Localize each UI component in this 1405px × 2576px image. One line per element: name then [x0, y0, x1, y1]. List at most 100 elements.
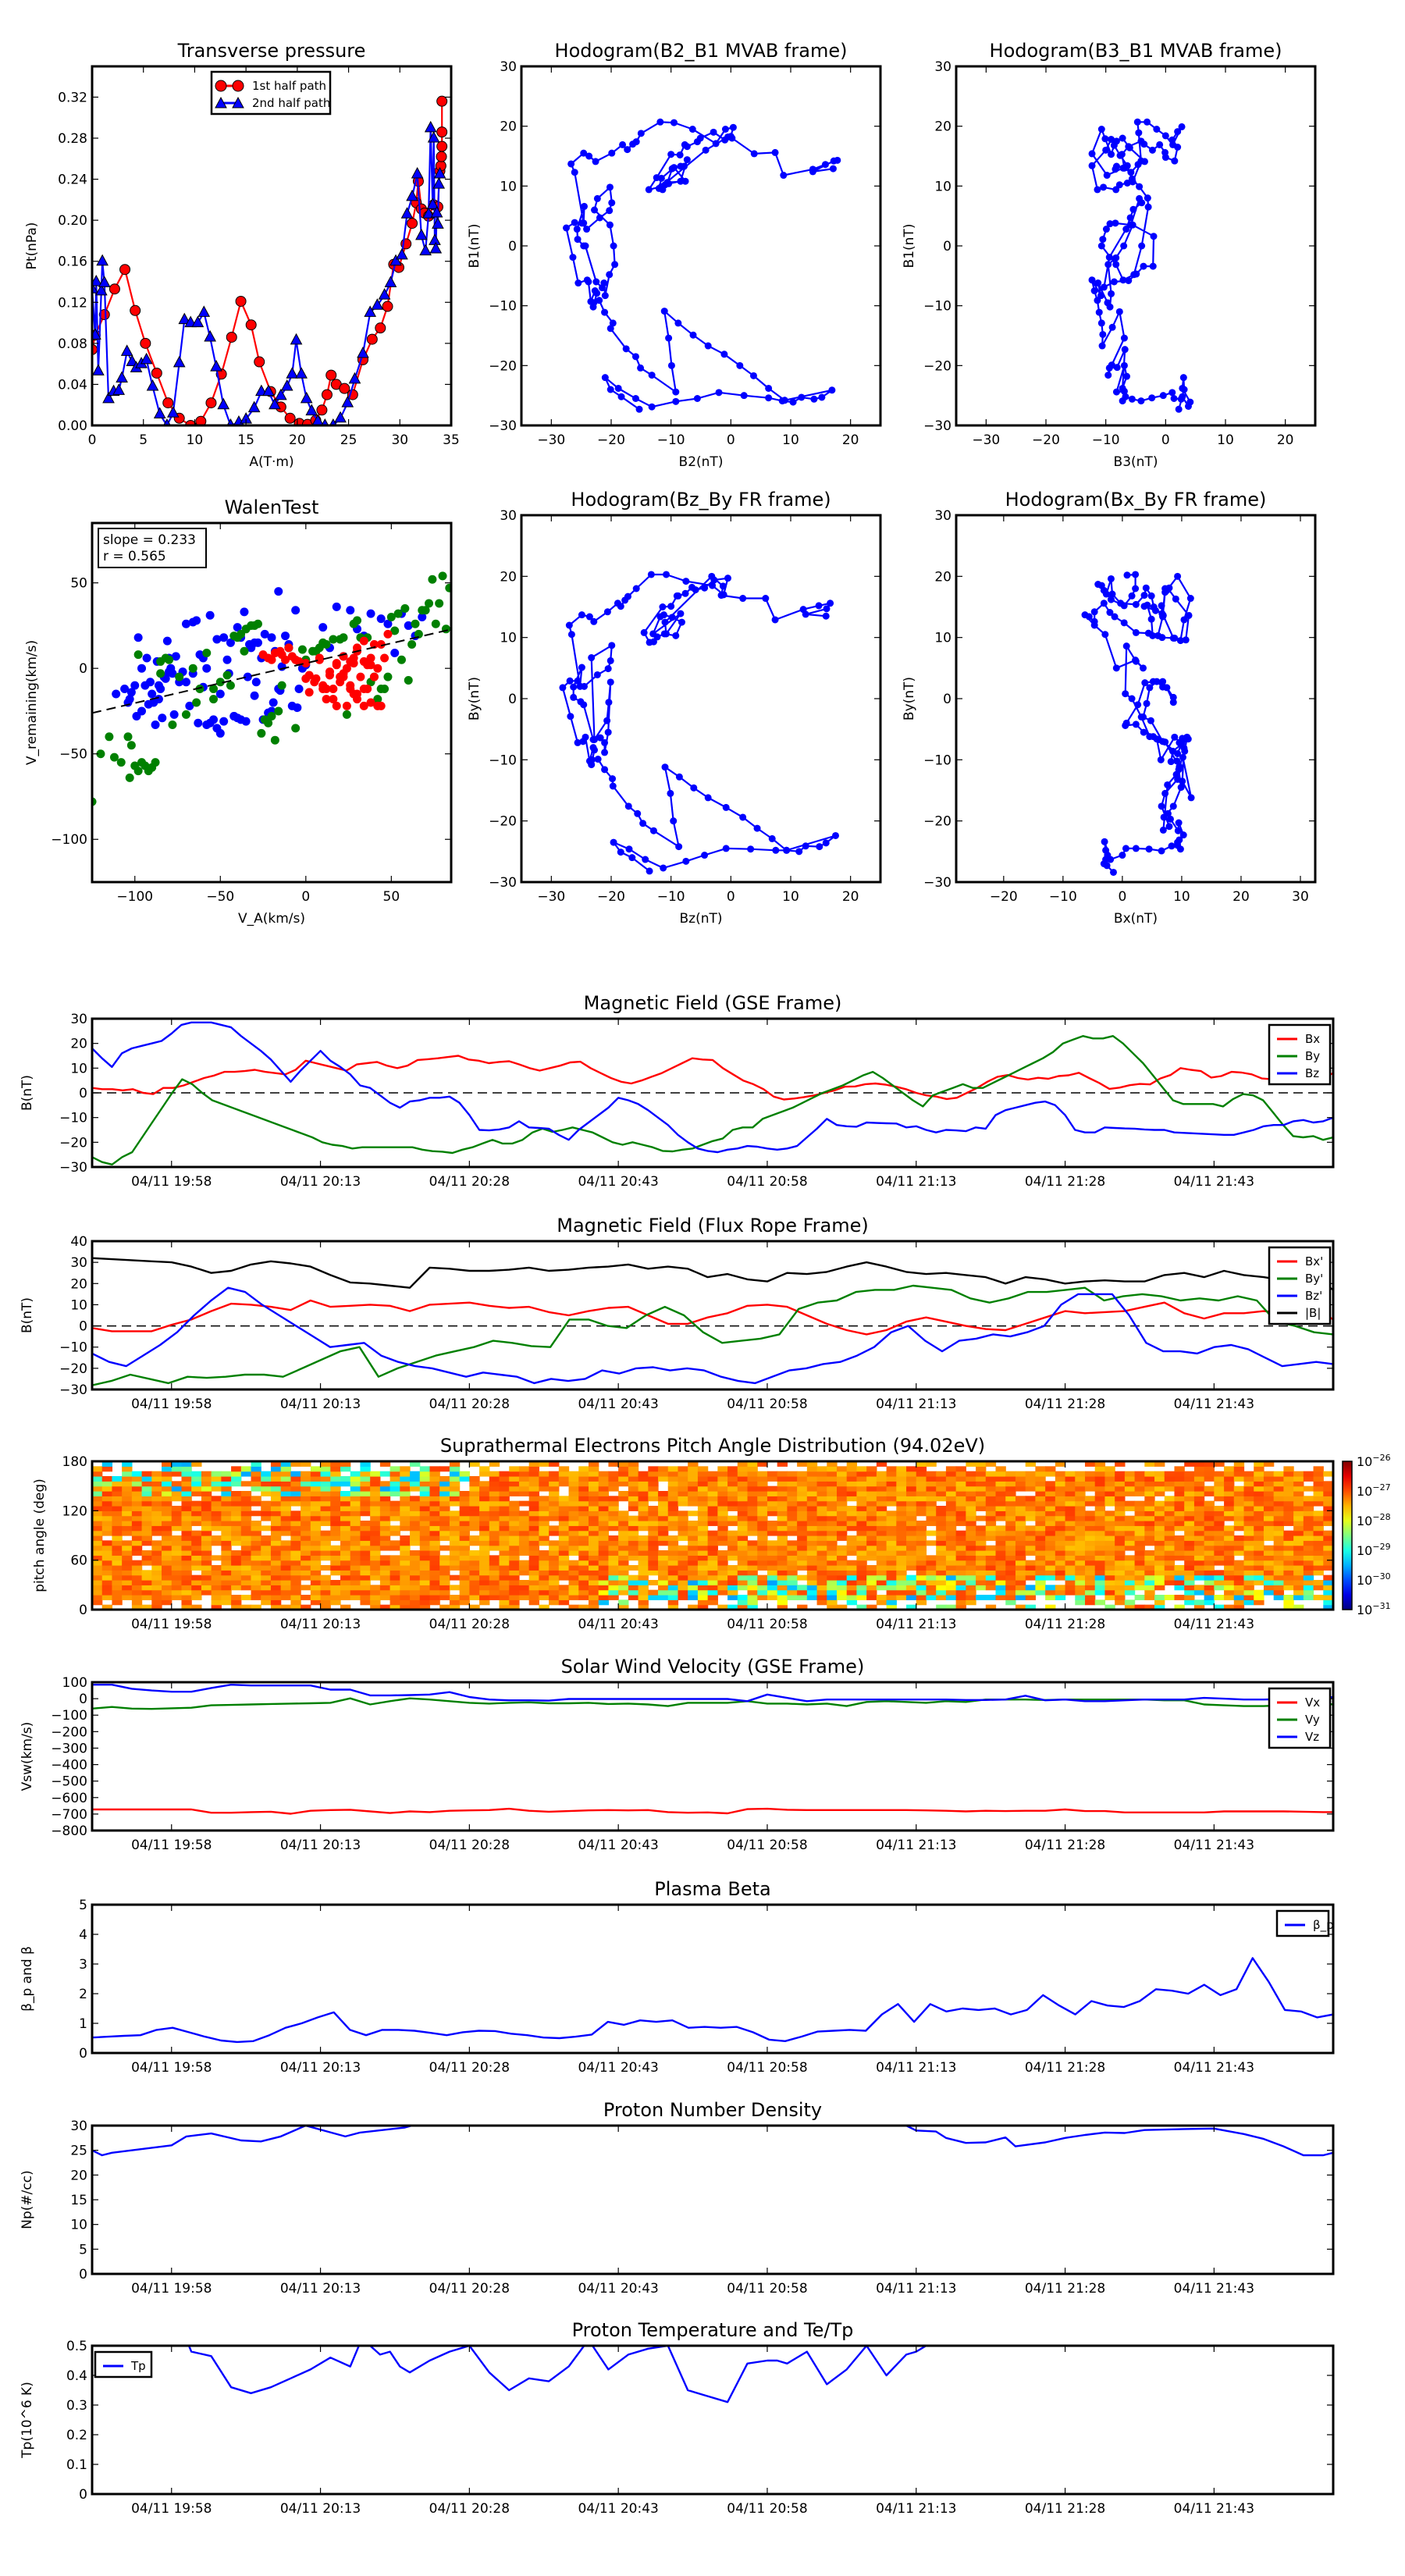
data-point [1097, 242, 1105, 250]
heatmap-cell [439, 1506, 450, 1511]
heatmap-cell [777, 1545, 788, 1551]
heatmap-cell [1025, 1550, 1036, 1556]
legend: β_p [1275, 1909, 1334, 1937]
heatmap-cell [658, 1506, 669, 1511]
data-point [116, 371, 128, 383]
heatmap-cell [787, 1496, 798, 1502]
heatmap-cell [1174, 1550, 1185, 1556]
heatmap-cell [1224, 1466, 1235, 1472]
heatmap-cell [122, 1521, 133, 1526]
heatmap-cell [151, 1496, 162, 1502]
data-point [670, 119, 678, 126]
heatmap-cell [667, 1510, 679, 1517]
heatmap-cell [439, 1560, 450, 1566]
heatmap-cell [1263, 1461, 1275, 1467]
heatmap-cell [1263, 1510, 1275, 1517]
data-point [140, 352, 153, 365]
y-tick-label: 10 [70, 1297, 87, 1313]
heatmap-cell [976, 1580, 987, 1585]
series-vx-line [92, 1807, 1333, 1815]
heatmap-cell [846, 1485, 858, 1492]
data-point [655, 184, 663, 192]
heatmap-cell [1283, 1580, 1294, 1585]
data-point [1115, 181, 1123, 189]
heatmap-cell [370, 1496, 381, 1502]
heatmap-cell [876, 1599, 887, 1606]
heatmap-cell [1323, 1555, 1333, 1561]
heatmap-cell [767, 1525, 778, 1532]
heatmap-cell [320, 1481, 331, 1487]
heatmap-cell [171, 1545, 183, 1551]
heatmap-cell [1204, 1545, 1215, 1551]
heatmap-cell [837, 1525, 848, 1532]
heatmap-cell [1214, 1595, 1225, 1600]
heatmap-cell [280, 1580, 291, 1585]
y-tick-label: 20 [500, 569, 517, 585]
heatmap-cell [727, 1491, 738, 1496]
heatmap-cell [350, 1555, 361, 1561]
heatmap-cell [936, 1580, 947, 1585]
heatmap-cell [1115, 1565, 1126, 1571]
heatmap-cell [658, 1580, 669, 1585]
heatmap-cell [1015, 1485, 1026, 1492]
heatmap-cell [678, 1491, 688, 1496]
heatmap-cell [797, 1500, 808, 1507]
heatmap-cell [1254, 1461, 1264, 1467]
scatter-point [237, 715, 246, 724]
heatmap-cell [1005, 1555, 1016, 1561]
heatmap-cell [1065, 1550, 1076, 1556]
heatmap-cell [389, 1565, 400, 1571]
axes-frame [91, 1460, 1335, 1611]
heatmap-cell [1144, 1535, 1155, 1541]
heatmap-cell [310, 1525, 322, 1532]
heatmap-cell [439, 1466, 450, 1472]
heatmap-cell [846, 1471, 858, 1477]
heatmap-cell [856, 1481, 867, 1487]
heatmap-cell [211, 1510, 222, 1517]
heatmap-cell [1273, 1540, 1284, 1546]
heatmap-cell [310, 1560, 322, 1566]
heatmap-cell [906, 1604, 917, 1610]
heatmap-cell [499, 1589, 510, 1596]
heatmap-cell [827, 1471, 838, 1477]
heatmap-cell [876, 1565, 887, 1571]
heatmap-cell [211, 1580, 222, 1585]
heatmap-cell [1283, 1555, 1294, 1561]
data-point [657, 174, 665, 182]
heatmap-cell [985, 1535, 997, 1541]
heatmap-cell [608, 1560, 619, 1566]
heatmap-cell [379, 1471, 391, 1477]
heatmap-cell [816, 1565, 827, 1571]
heatmap-cell [449, 1491, 461, 1496]
heatmap-cell [1115, 1545, 1126, 1551]
data-point [1137, 157, 1145, 165]
heatmap-cell [549, 1560, 560, 1566]
heatmap-cell [985, 1580, 997, 1585]
heatmap-cell [1184, 1481, 1195, 1487]
heatmap-cell [1313, 1491, 1324, 1496]
heatmap-cell [270, 1604, 282, 1610]
heatmap-cell [489, 1506, 500, 1511]
heatmap-cell [389, 1555, 400, 1561]
heatmap-cell [1104, 1555, 1115, 1561]
heatmap-cell [866, 1604, 877, 1610]
data-point [677, 162, 685, 170]
heatmap-cell [1035, 1589, 1046, 1596]
heatmap-cell [1283, 1565, 1294, 1571]
heatmap-cell [1094, 1476, 1106, 1482]
y-tick-label: 10 [500, 631, 517, 646]
heatmap-cell [747, 1471, 758, 1477]
heatmap-cell [1174, 1525, 1185, 1532]
heatmap-cell [1134, 1521, 1145, 1526]
heatmap-cell [400, 1604, 411, 1610]
heatmap-cell [827, 1521, 838, 1526]
heatmap-cell [280, 1521, 291, 1526]
heatmap-cell [1094, 1485, 1106, 1492]
heatmap-cell [816, 1521, 827, 1526]
scatter-point [260, 629, 269, 639]
heatmap-cell [667, 1491, 679, 1496]
heatmap-cell [479, 1471, 490, 1477]
heatmap-cell [1204, 1461, 1215, 1467]
heatmap-cell [1283, 1545, 1294, 1551]
